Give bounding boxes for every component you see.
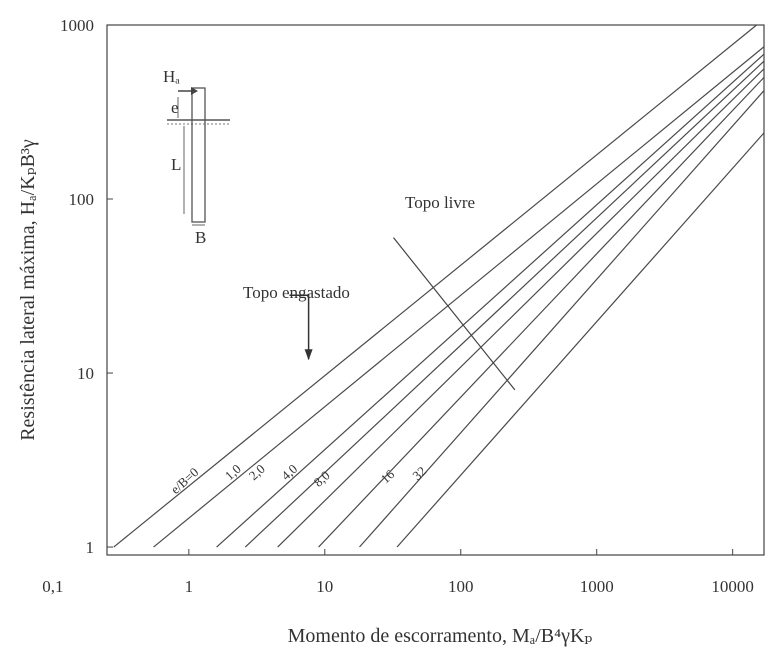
series-line-6	[359, 90, 765, 548]
inset-e-label: e	[171, 98, 179, 117]
x-tick-label-3: 100	[448, 577, 474, 596]
series-line-3	[244, 60, 765, 548]
pile-inset-diagram: Hₐ e L B	[163, 67, 230, 247]
y-axis-ticks: 1 10 100 1000	[60, 16, 113, 557]
series-line-1	[153, 46, 765, 548]
restrained-head-label: Topo engastado	[243, 283, 350, 302]
y-tick-label-0: 1	[86, 538, 95, 557]
series-line-2	[216, 53, 765, 548]
x-tick-label-1: 1	[185, 577, 194, 596]
inset-load-arrowhead	[191, 87, 198, 95]
x-tick-label-5: 10000	[711, 577, 754, 596]
inset-pile	[191, 87, 206, 223]
x-tick-label-4: 1000	[580, 577, 614, 596]
restrained-head-leader	[289, 294, 310, 360]
series-label-4: 4,0	[278, 461, 300, 483]
y-tick-label-3: 1000	[60, 16, 94, 35]
annotations: Topo livre Topo engastado	[243, 193, 516, 391]
free-head-boundary-line	[393, 237, 516, 391]
series-line-0	[113, 24, 757, 548]
inset-b-label: B	[195, 228, 206, 247]
series-label-3: 2,0	[246, 461, 268, 483]
inset-h-label: Hₐ	[163, 67, 180, 86]
x-axis-title: Momento de escorramento, Mₐ/B⁴γKₚ	[288, 625, 593, 647]
y-tick-label-2: 100	[69, 190, 95, 209]
x-axis-ticks: 0,1 1 10 100 1000 10000	[42, 549, 754, 596]
series-label-7: 32	[409, 463, 429, 483]
inset-l-label: L	[171, 155, 181, 174]
series-line-5	[318, 76, 765, 548]
x-tick-label-0: 0,1	[42, 577, 63, 596]
series-label-2: 1,0	[222, 461, 244, 483]
series-line-7	[396, 132, 765, 548]
y-tick-label-1: 10	[77, 364, 94, 383]
series-line-4	[277, 68, 765, 548]
series-lines: e/B=0 1,0 2,0 4,0 8,0 16 32	[113, 24, 765, 548]
plot-frame	[106, 24, 765, 556]
x-tick-label-2: 10	[316, 577, 333, 596]
series-label-6: 16	[378, 466, 398, 486]
free-head-label: Topo livre	[405, 193, 475, 212]
y-axis-title: Resistência lateral máxima, Hₐ/KₚB³γ	[17, 139, 39, 441]
restrained-head-arrow	[304, 349, 313, 361]
series-label-5: 8,0	[311, 468, 333, 490]
